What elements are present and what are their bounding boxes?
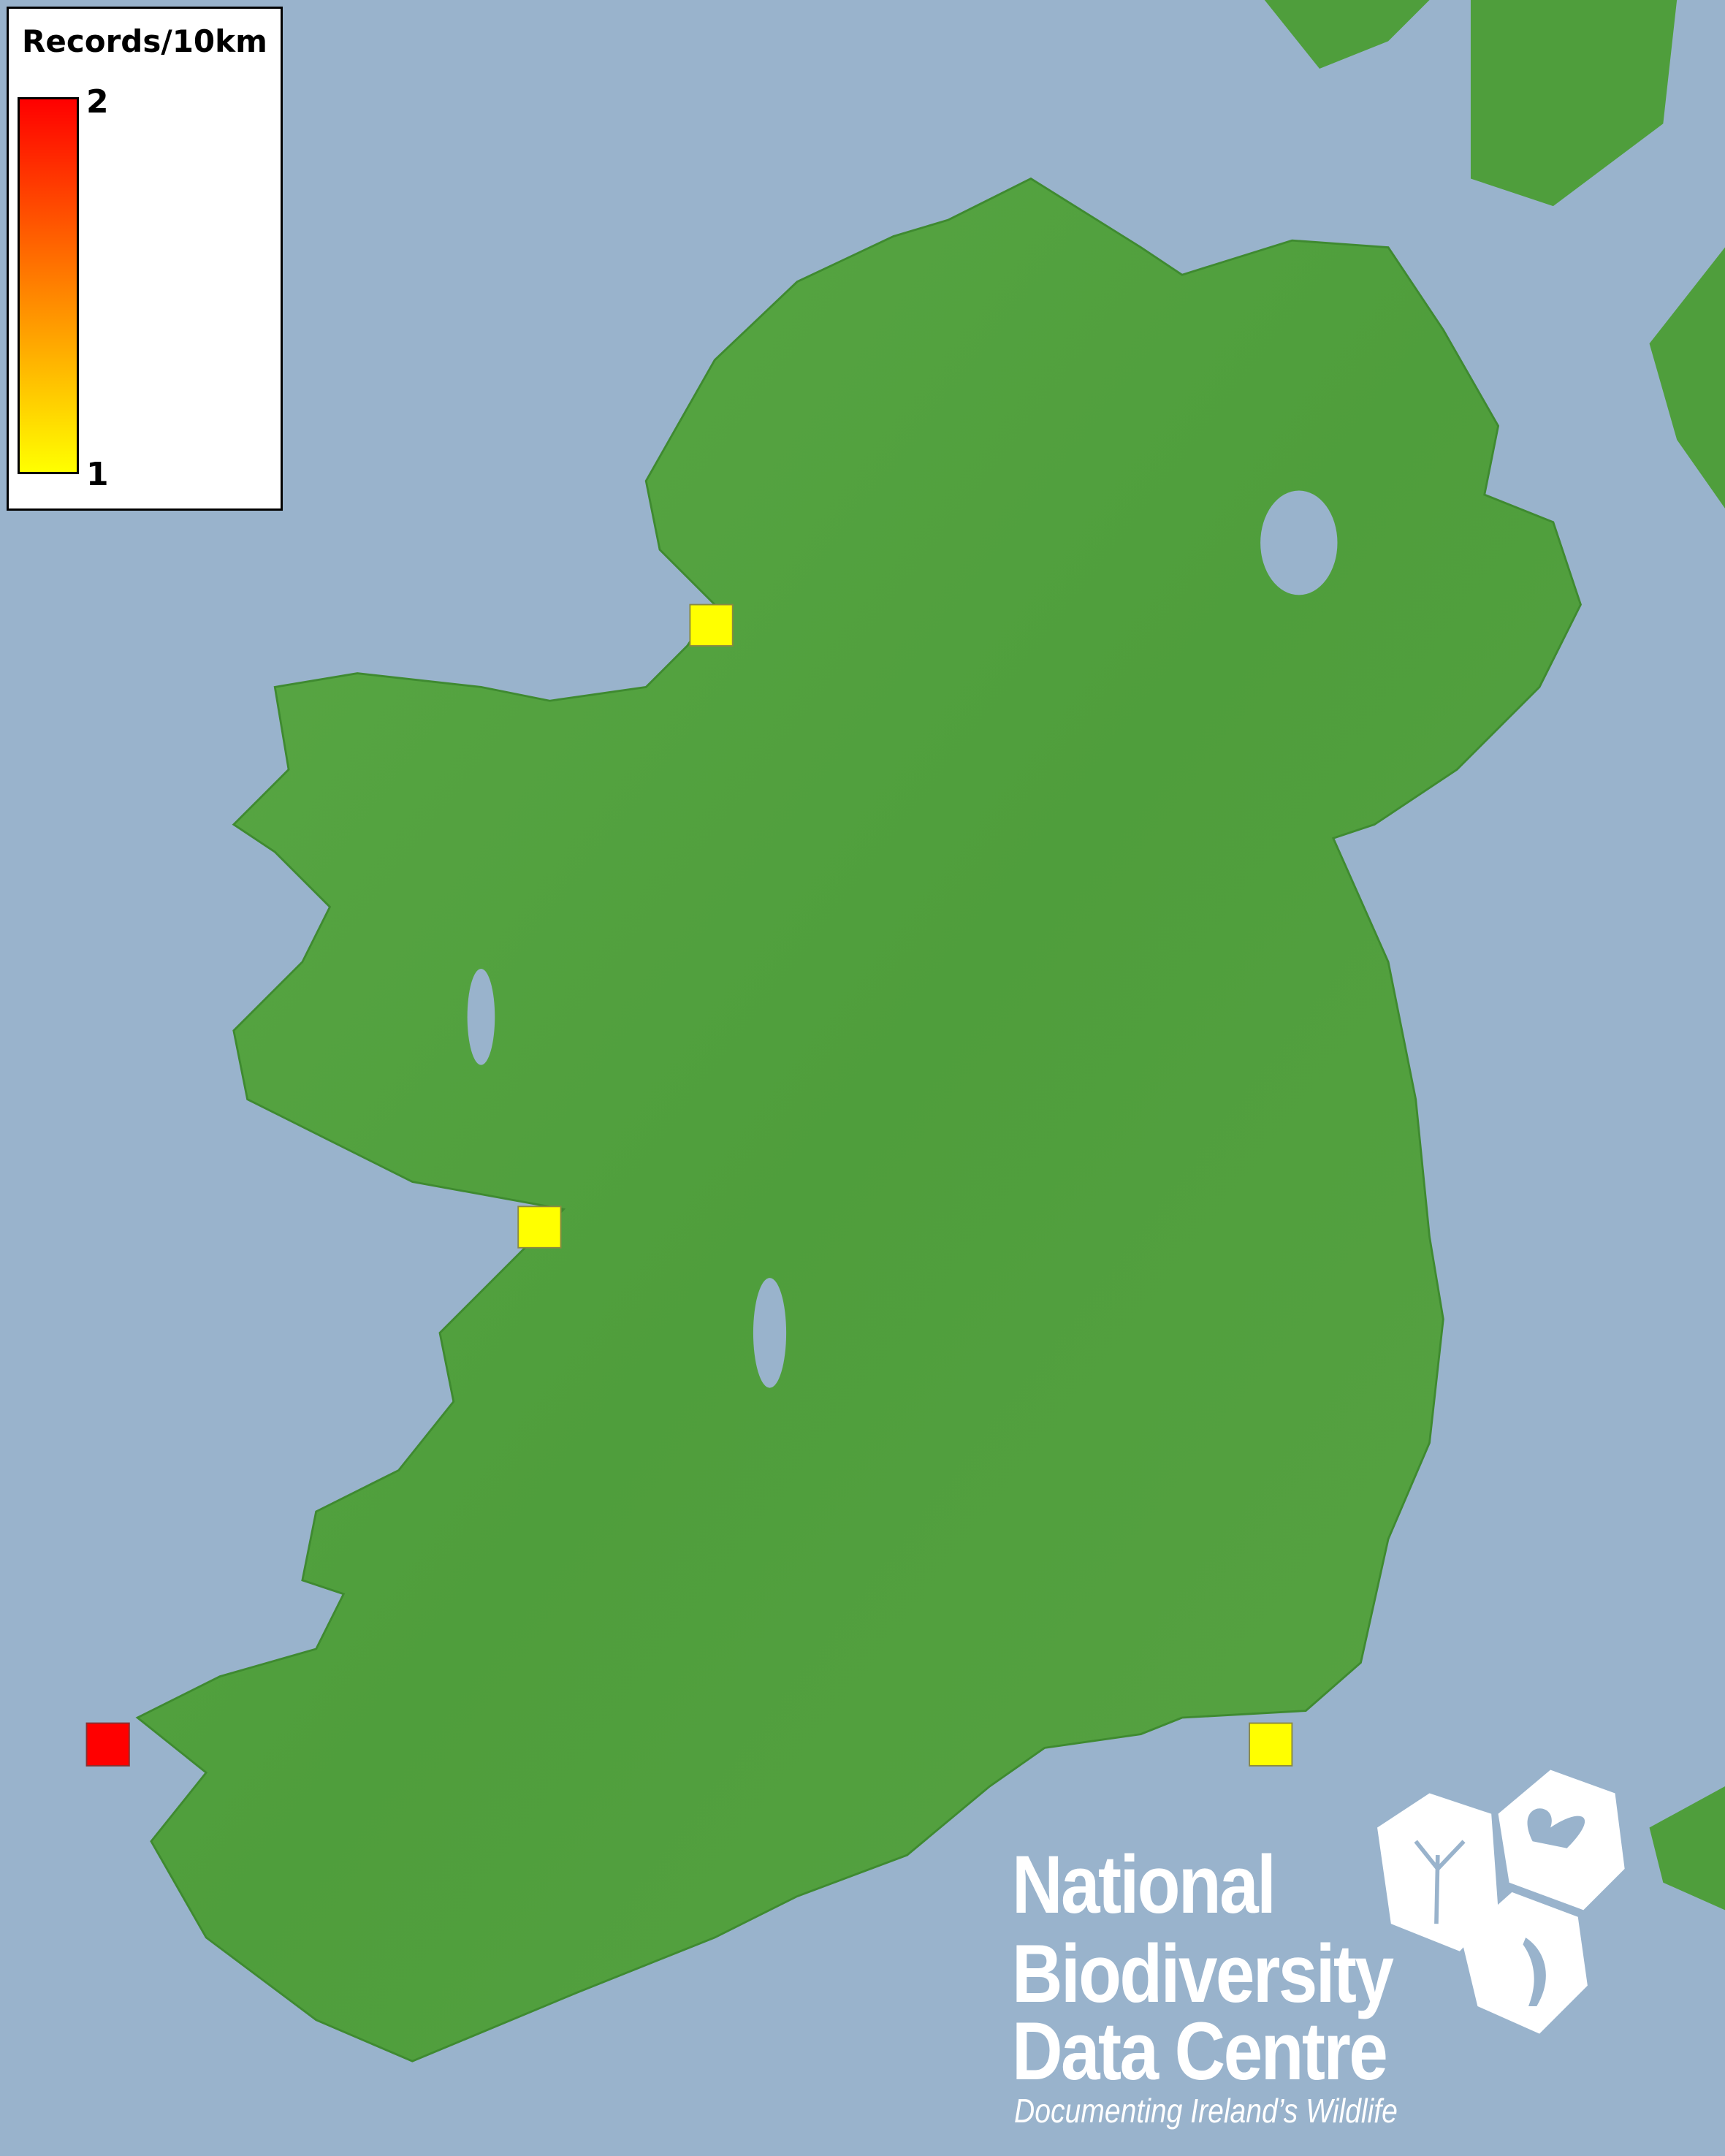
legend-max-label: 2 [86, 83, 109, 121]
legend-colorbar [18, 97, 79, 474]
record-square-donegal[interactable] [689, 603, 734, 647]
legend: Records/10km 2 1 [7, 7, 283, 511]
seahorse-icon [1461, 1892, 1588, 2034]
record-square-galway[interactable] [517, 1205, 562, 1249]
record-square-kerry[interactable] [85, 1722, 130, 1767]
logo-line-national: National [1012, 1839, 1276, 1930]
logo-line-biodiversity: Biodiversity [1012, 1928, 1394, 2019]
logo-tagline: Documenting Ireland’s Wildlife [1014, 2092, 1398, 2130]
record-squares [85, 603, 1293, 1767]
lough-derg [753, 1278, 787, 1388]
lough-neagh [1260, 490, 1338, 595]
ireland-landmass [135, 177, 1582, 2062]
legend-min-label: 1 [86, 456, 109, 493]
logo-line-data-centre: Data Centre [1012, 2005, 1388, 2097]
lough-corrib [467, 968, 495, 1065]
legend-title: Records/10km [22, 23, 267, 59]
record-square-wexford[interactable] [1249, 1722, 1293, 1767]
logo-hexagons [1377, 1770, 1625, 2034]
